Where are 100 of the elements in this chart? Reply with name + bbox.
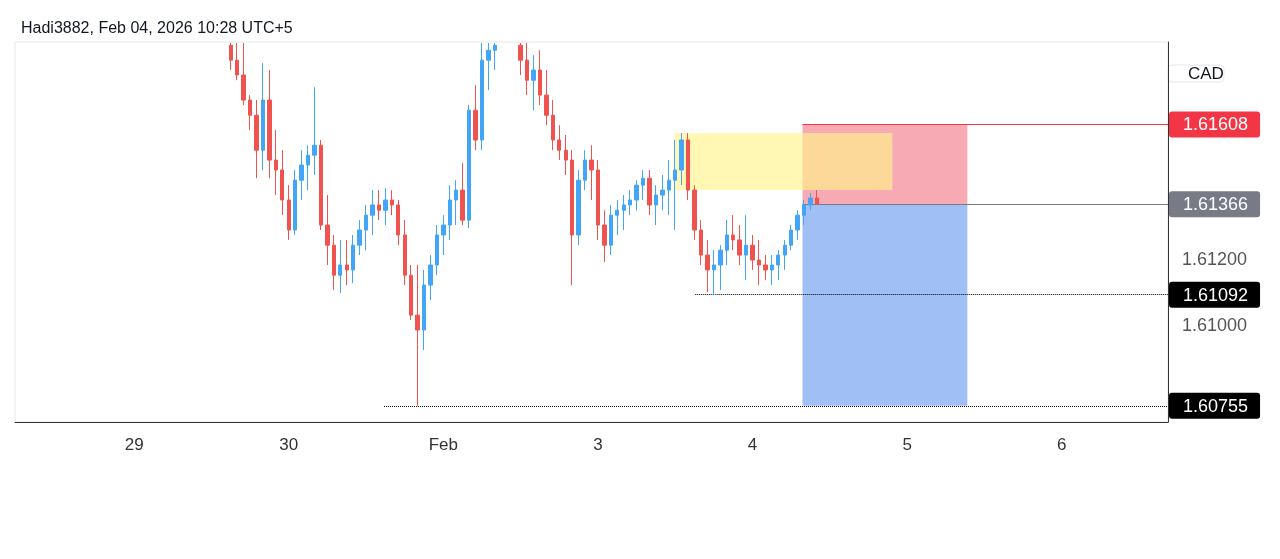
candlestick [583,149,587,191]
candlestick [493,42,497,71]
candlestick [596,159,600,241]
x-tick-label: Feb [428,435,458,454]
candlestick [737,224,742,266]
candlestick [731,214,735,251]
candlestick [241,42,246,106]
candlestick [673,139,677,231]
candlestick [428,254,433,301]
candlestick [299,149,304,201]
candlestick [757,239,761,286]
candlestick [544,69,549,126]
candlestick [538,49,542,106]
candlestick [667,159,671,216]
candlestick [789,224,793,251]
candlestick [615,199,619,236]
candlestick [783,239,787,271]
candlestick [248,94,252,131]
candlestick [377,189,381,221]
candlestick [712,249,716,296]
chart-title: Hadi3882, Feb 04, 2026 10:28 UTC+5 [21,18,293,36]
candlestick [622,194,626,231]
candlestick [319,139,323,231]
candlestick [589,144,594,201]
candlestick [229,42,233,71]
candlestick [454,179,458,226]
candlestick [602,209,607,263]
candlestick [351,234,355,284]
candlestick [390,189,394,216]
candlestick [254,99,259,179]
x-tick-label: 6 [1056,435,1067,454]
candlestick [306,144,310,191]
candlestick [441,214,446,256]
candlestick [396,199,400,246]
candlestick [364,204,368,251]
candlestick [435,224,439,276]
x-tick-label: 4 [747,435,758,454]
ref-line-label: 1.61366 [1183,194,1249,215]
y-tick-label: 1.61200 [1182,249,1248,270]
candlestick [808,192,813,211]
candlestick [557,124,561,161]
candlestick [570,149,574,286]
candlestick [750,234,755,271]
candlestick [576,169,581,246]
candlestick [802,199,806,226]
candlestick [718,244,723,291]
ref-line-label: 1.61092 [1183,284,1249,305]
candlestick [647,169,652,216]
candlestick [338,239,342,294]
candlestick [422,269,426,351]
candlestick [551,99,555,151]
y-axis-title: CAD [1188,64,1224,83]
candlestick [654,184,658,226]
candlestick [531,54,536,111]
candlestick [480,42,484,151]
candlestick [686,132,690,201]
candlestick [660,174,665,211]
candlestick [692,184,697,241]
candlestick [518,42,523,76]
candlestick [699,219,703,266]
candlestick [770,254,774,286]
candlestick [815,189,819,206]
candlestick [312,86,317,176]
candlestick [409,264,413,321]
candlestick [274,129,278,196]
candlestick [486,42,491,91]
x-tick-label: 29 [124,435,144,454]
candlestick [287,184,291,241]
candlestick [332,234,336,291]
candlestick [383,187,388,226]
candlestick [763,254,768,281]
candlestick [564,134,568,176]
ref-line-label: 1.61608 [1183,114,1249,135]
candlestick [235,42,239,81]
candlestick [525,42,529,96]
candlestick [473,84,478,151]
candlestick [679,132,684,186]
x-tick-label: 30 [279,435,299,454]
candlestick [795,209,800,241]
candlestick [448,184,452,241]
candlestick [641,169,645,201]
ref-line-label: 1.60755 [1183,395,1249,416]
x-tick-label: 3 [593,435,603,454]
candlestick [345,239,349,286]
candlestick [403,219,407,286]
candlestick [609,204,613,256]
candlestick [261,62,265,171]
candlestick [628,189,632,216]
candlestick [744,214,748,281]
candlestick [415,264,420,407]
candlestick [634,179,639,211]
candlestick [357,219,362,256]
x-tick-label: 5 [902,435,912,454]
candlestick [725,219,729,266]
candlestick [280,149,284,216]
y-tick-label: 1.61000 [1182,315,1248,336]
candlestick [705,239,710,293]
candlestick [325,194,330,266]
candlestick [460,162,465,226]
candlestick [467,104,471,229]
